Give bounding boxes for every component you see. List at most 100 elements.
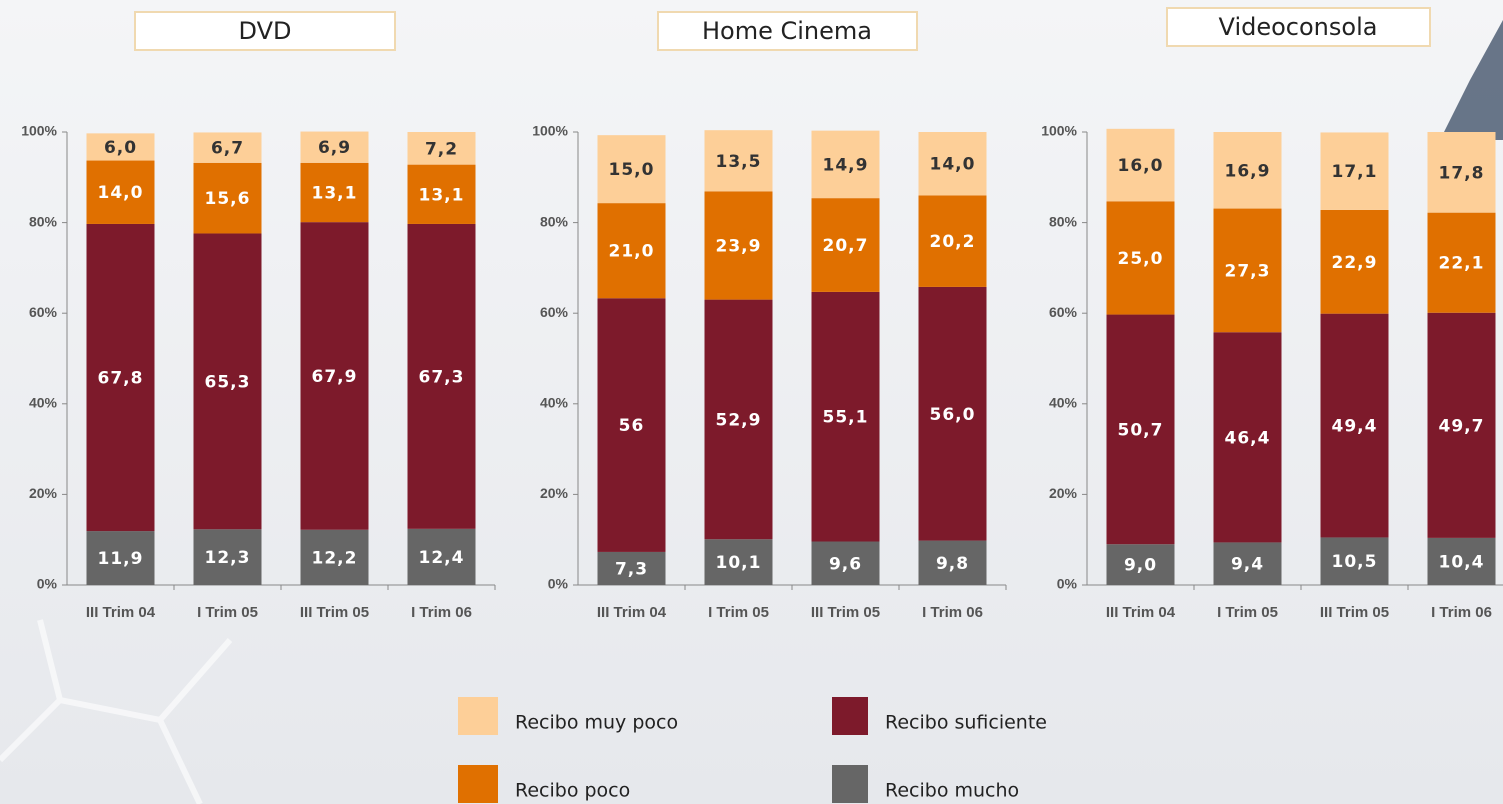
- y-tick-label: 0%: [1057, 576, 1078, 592]
- bar-segment: [597, 298, 666, 552]
- value-label: 20,7: [823, 236, 869, 256]
- value-label: 9,0: [1124, 556, 1157, 576]
- value-label: 7,2: [425, 139, 458, 159]
- value-label: 67,9: [312, 367, 358, 387]
- bar-segment: [811, 291, 880, 542]
- value-label: 21,0: [609, 242, 655, 262]
- value-label: 52,9: [716, 410, 762, 430]
- x-tick-label: I Trim 06: [922, 604, 983, 621]
- value-label: 16,9: [1225, 161, 1271, 181]
- value-label: 67,8: [98, 369, 144, 389]
- bar-segment: [704, 539, 773, 585]
- chart-title: Home Cinema: [702, 17, 872, 45]
- value-label: 16,0: [1118, 156, 1164, 176]
- value-label: 17,8: [1439, 163, 1485, 183]
- bar-segment: [918, 132, 987, 196]
- y-tick-label: 40%: [29, 395, 58, 411]
- x-tick-label: III Trim 04: [597, 604, 667, 621]
- value-label: 14,0: [930, 155, 976, 175]
- chart-title: DVD: [239, 17, 292, 45]
- x-tick-label: I Trim 05: [1217, 604, 1278, 621]
- decoration: [0, 619, 233, 804]
- bar-segment: [1213, 542, 1282, 585]
- value-label: 15,6: [205, 189, 251, 209]
- y-tick-label: 60%: [540, 304, 569, 320]
- bar-segment: [407, 223, 476, 529]
- y-tick-label: 20%: [29, 485, 58, 501]
- y-tick-label: 80%: [540, 213, 569, 229]
- value-label: 55,1: [823, 408, 869, 428]
- y-tick-label: 20%: [1049, 485, 1078, 501]
- y-tick-label: 100%: [532, 123, 568, 139]
- decoration: [1440, 20, 1503, 140]
- x-tick-label: III Trim 04: [86, 604, 156, 621]
- value-label: 20,2: [930, 232, 976, 252]
- value-label: 10,5: [1332, 552, 1378, 572]
- bar-segment: [86, 160, 155, 224]
- bar-segment: [86, 133, 155, 161]
- title-box: [1166, 7, 1431, 47]
- bar-segment: [300, 131, 369, 163]
- x-tick-label: III Trim 05: [300, 604, 369, 621]
- value-label: 6,9: [318, 138, 351, 158]
- value-label: 22,9: [1332, 253, 1378, 273]
- x-tick-label: I Trim 06: [1431, 604, 1492, 621]
- value-label: 9,6: [829, 554, 862, 574]
- legend-label: Recibo mucho: [885, 780, 1019, 802]
- legend-label: Recibo poco: [515, 780, 630, 802]
- value-label: 10,1: [716, 553, 762, 573]
- x-tick-label: I Trim 06: [411, 604, 472, 621]
- legend-swatch: [458, 765, 498, 803]
- legend-label: Recibo muy poco: [515, 712, 678, 734]
- bar-segment: [597, 551, 666, 585]
- bar-segment: [1213, 332, 1282, 543]
- y-tick-label: 60%: [29, 304, 58, 320]
- bar-segment: [193, 529, 262, 585]
- bar-segment: [918, 195, 987, 287]
- value-label: 9,8: [936, 554, 969, 574]
- value-label: 27,3: [1225, 261, 1271, 281]
- legend-swatch: [832, 697, 868, 735]
- bar-segment: [1320, 313, 1389, 538]
- x-tick-label: I Trim 05: [197, 604, 258, 621]
- y-tick-label: 40%: [540, 395, 569, 411]
- value-label: 46,4: [1225, 428, 1271, 448]
- bar-segment: [704, 130, 773, 192]
- bar-segment: [1106, 544, 1175, 585]
- bar-segment: [1213, 208, 1282, 333]
- value-label: 14,9: [823, 155, 869, 175]
- value-label: 56: [619, 416, 645, 436]
- value-label: 12,3: [205, 548, 251, 568]
- value-label: 17,1: [1332, 162, 1378, 182]
- bar-segment: [1427, 537, 1496, 585]
- y-tick-label: 40%: [1049, 395, 1078, 411]
- bar-segment: [86, 223, 155, 532]
- value-label: 12,4: [419, 548, 465, 568]
- bar-segment: [1106, 128, 1175, 202]
- value-label: 67,3: [419, 367, 465, 387]
- bar-segment: [193, 162, 262, 234]
- bar-segment: [300, 162, 369, 223]
- bar-segment: [1106, 314, 1175, 545]
- x-tick-label: III Trim 04: [1106, 604, 1176, 621]
- value-label: 13,1: [312, 183, 358, 203]
- value-label: 14,0: [98, 183, 144, 203]
- bar-segment: [811, 198, 880, 292]
- bar-segment: [1106, 201, 1175, 315]
- x-tick-label: I Trim 05: [708, 604, 769, 621]
- title-box: [657, 11, 918, 51]
- bar-segment: [1427, 312, 1496, 538]
- y-tick-label: 0%: [37, 576, 58, 592]
- value-label: 6,0: [104, 138, 137, 158]
- bar-segment: [1213, 132, 1282, 209]
- x-tick-label: III Trim 05: [1320, 604, 1389, 621]
- bar-segment: [193, 233, 262, 530]
- y-tick-label: 100%: [1041, 123, 1077, 139]
- bar-segment: [704, 299, 773, 540]
- y-tick-label: 100%: [21, 123, 57, 139]
- legend-swatch: [832, 765, 868, 803]
- bar-segment: [918, 286, 987, 541]
- y-tick-label: 60%: [1049, 304, 1078, 320]
- y-tick-label: 80%: [1049, 213, 1078, 229]
